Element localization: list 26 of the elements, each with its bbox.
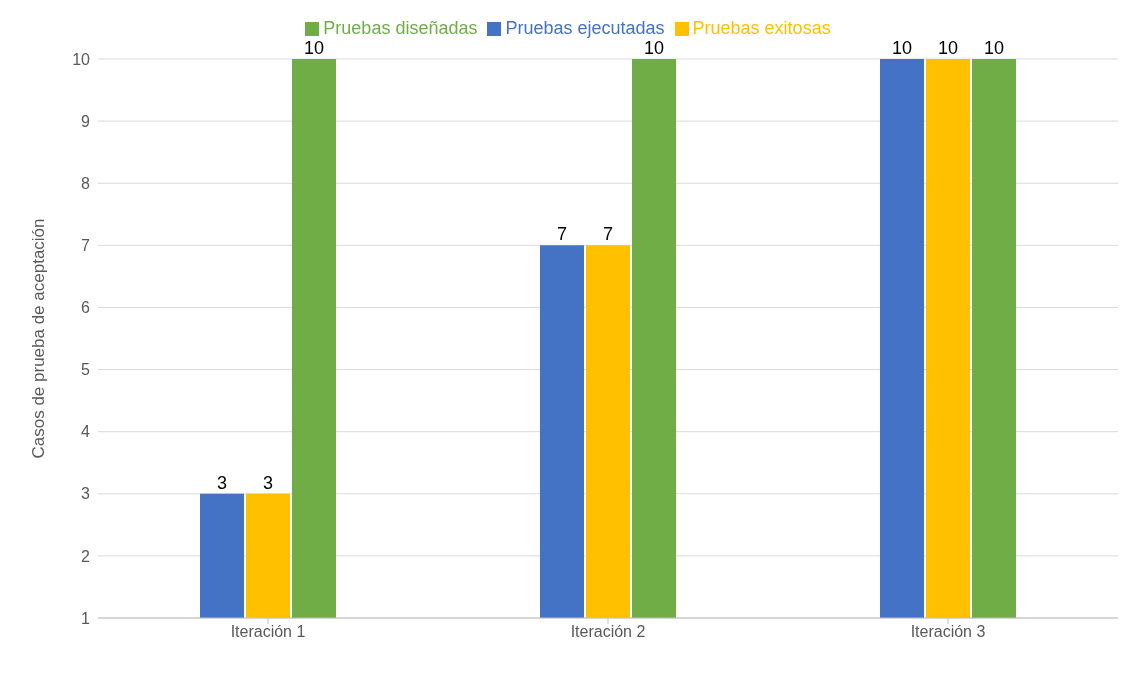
- y-tick-label: 4: [81, 423, 91, 441]
- x-tick-label: Iteración 1: [230, 623, 306, 641]
- legend-label: Pruebas diseñadas: [323, 18, 478, 38]
- y-tick-label: 9: [81, 112, 91, 130]
- y-tick-label: 6: [81, 299, 91, 317]
- x-tick-label: Iteración 3: [910, 623, 986, 641]
- data-label: 3: [262, 472, 274, 493]
- data-label: 7: [556, 224, 568, 245]
- y-tick-label: 2: [81, 547, 91, 565]
- y-axis-title: Casos de prueba de aceptación: [29, 218, 49, 459]
- y-tick-label: 5: [81, 361, 91, 379]
- data-label: 3: [216, 472, 228, 493]
- x-tick-label: Iteración 2: [570, 623, 646, 641]
- y-tick-label: 7: [81, 237, 91, 255]
- data-label: 10: [891, 38, 913, 58]
- legend-label: Pruebas ejecutadas: [505, 18, 665, 38]
- y-tick-label: 3: [81, 485, 91, 503]
- data-label: 10: [937, 38, 959, 58]
- data-label: 7: [602, 224, 614, 245]
- legend-label: Pruebas exitosas: [692, 18, 831, 38]
- y-tick-label: 1: [81, 609, 91, 627]
- y-tick-label: 8: [81, 174, 91, 192]
- data-label: 10: [303, 38, 325, 58]
- data-label: 10: [983, 38, 1005, 58]
- y-tick-label: 10: [72, 50, 91, 68]
- data-label: 10: [643, 38, 665, 58]
